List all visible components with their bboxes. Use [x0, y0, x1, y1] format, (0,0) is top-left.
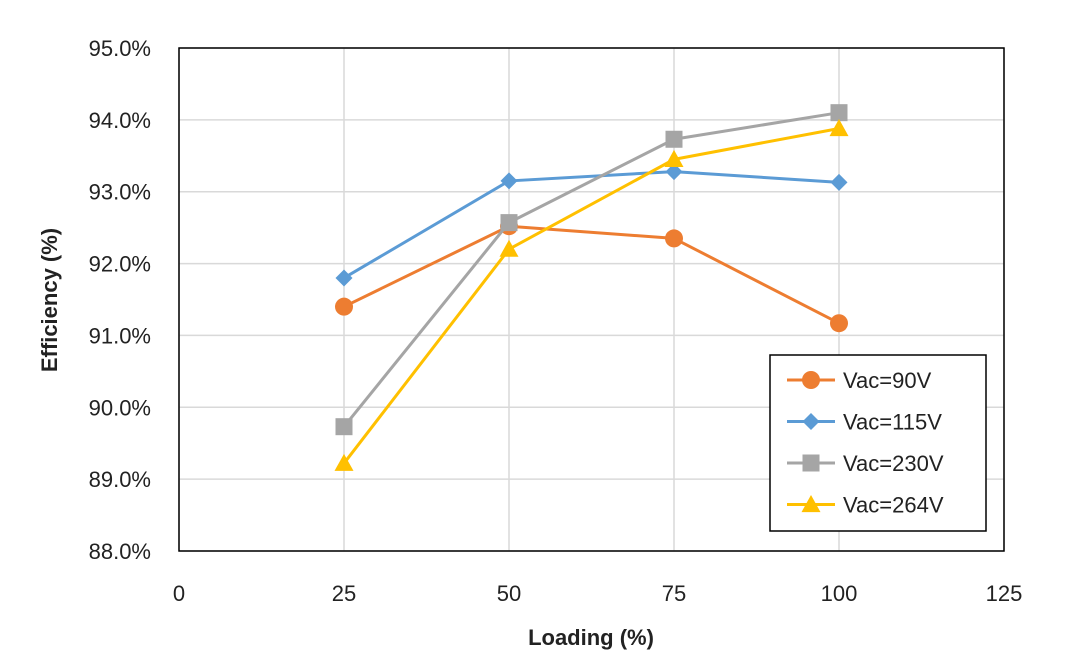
- data-point: [830, 173, 848, 191]
- y-tick-label: 92.0%: [89, 252, 151, 277]
- y-tick-label: 88.0%: [89, 539, 151, 564]
- data-point: [499, 239, 519, 257]
- data-point: [802, 413, 820, 430]
- data-point: [335, 269, 353, 287]
- legend-label: Vac=90V: [843, 368, 932, 393]
- legend-entry: Vac=90V: [787, 368, 932, 393]
- x-tick-label: 125: [986, 581, 1023, 606]
- legend-entry: Vac=264V: [787, 493, 944, 518]
- x-tick-label: 0: [173, 581, 185, 606]
- data-point: [335, 418, 353, 436]
- y-tick-label: 90.0%: [89, 395, 151, 420]
- y-axis-title: Efficiency (%): [37, 228, 62, 372]
- data-point: [830, 314, 848, 333]
- y-tick-label: 94.0%: [89, 108, 151, 133]
- x-tick-label: 75: [662, 581, 686, 606]
- data-point: [665, 163, 683, 181]
- data-point: [830, 104, 848, 122]
- y-tick-label: 93.0%: [89, 180, 151, 205]
- legend-items: Vac=90V Vac=115V Vac=230V Vac=264V: [787, 368, 944, 518]
- legend-entry: Vac=230V: [787, 451, 944, 476]
- data-point: [665, 229, 683, 248]
- x-axis-title: Loading (%): [528, 625, 654, 650]
- series: [334, 118, 849, 471]
- data-point: [829, 118, 849, 137]
- y-tick-label: 89.0%: [89, 467, 151, 492]
- data-point: [665, 130, 683, 148]
- data-point: [664, 149, 684, 167]
- data-point: [500, 172, 518, 190]
- plot-frame: [178, 47, 1005, 552]
- x-tick-label: 25: [332, 581, 356, 606]
- legend-label: Vac=264V: [843, 493, 944, 518]
- series: [335, 163, 848, 287]
- series: [335, 217, 848, 333]
- y-tick-label: 95.0%: [89, 36, 151, 61]
- legend: Vac=90V Vac=115V Vac=230V Vac=264V: [769, 354, 987, 532]
- legend-label: Vac=230V: [843, 451, 944, 476]
- series-line: [343, 170, 840, 280]
- legend-entry: Vac=115V: [787, 410, 942, 435]
- data-point: [334, 453, 354, 471]
- series-line: [343, 224, 840, 325]
- legend-label: Vac=115V: [843, 410, 942, 435]
- x-tick-label: 50: [497, 581, 521, 606]
- data-point: [801, 495, 821, 513]
- series: [335, 104, 848, 436]
- series-layer: [334, 104, 849, 471]
- series-line: [342, 127, 840, 465]
- data-point: [802, 454, 820, 472]
- data-point: [500, 214, 518, 232]
- x-tick-labels: 0 25 50 75 100 125: [173, 581, 1022, 606]
- y-tick-label: 91.0%: [89, 323, 151, 348]
- data-point: [335, 297, 353, 316]
- y-tick-labels: 88.0% 89.0% 90.0% 91.0% 92.0% 93.0% 94.0% 95.0%: [89, 36, 151, 564]
- x-tick-label: 100: [821, 581, 858, 606]
- data-point: [802, 371, 820, 389]
- series-line: [342, 111, 840, 428]
